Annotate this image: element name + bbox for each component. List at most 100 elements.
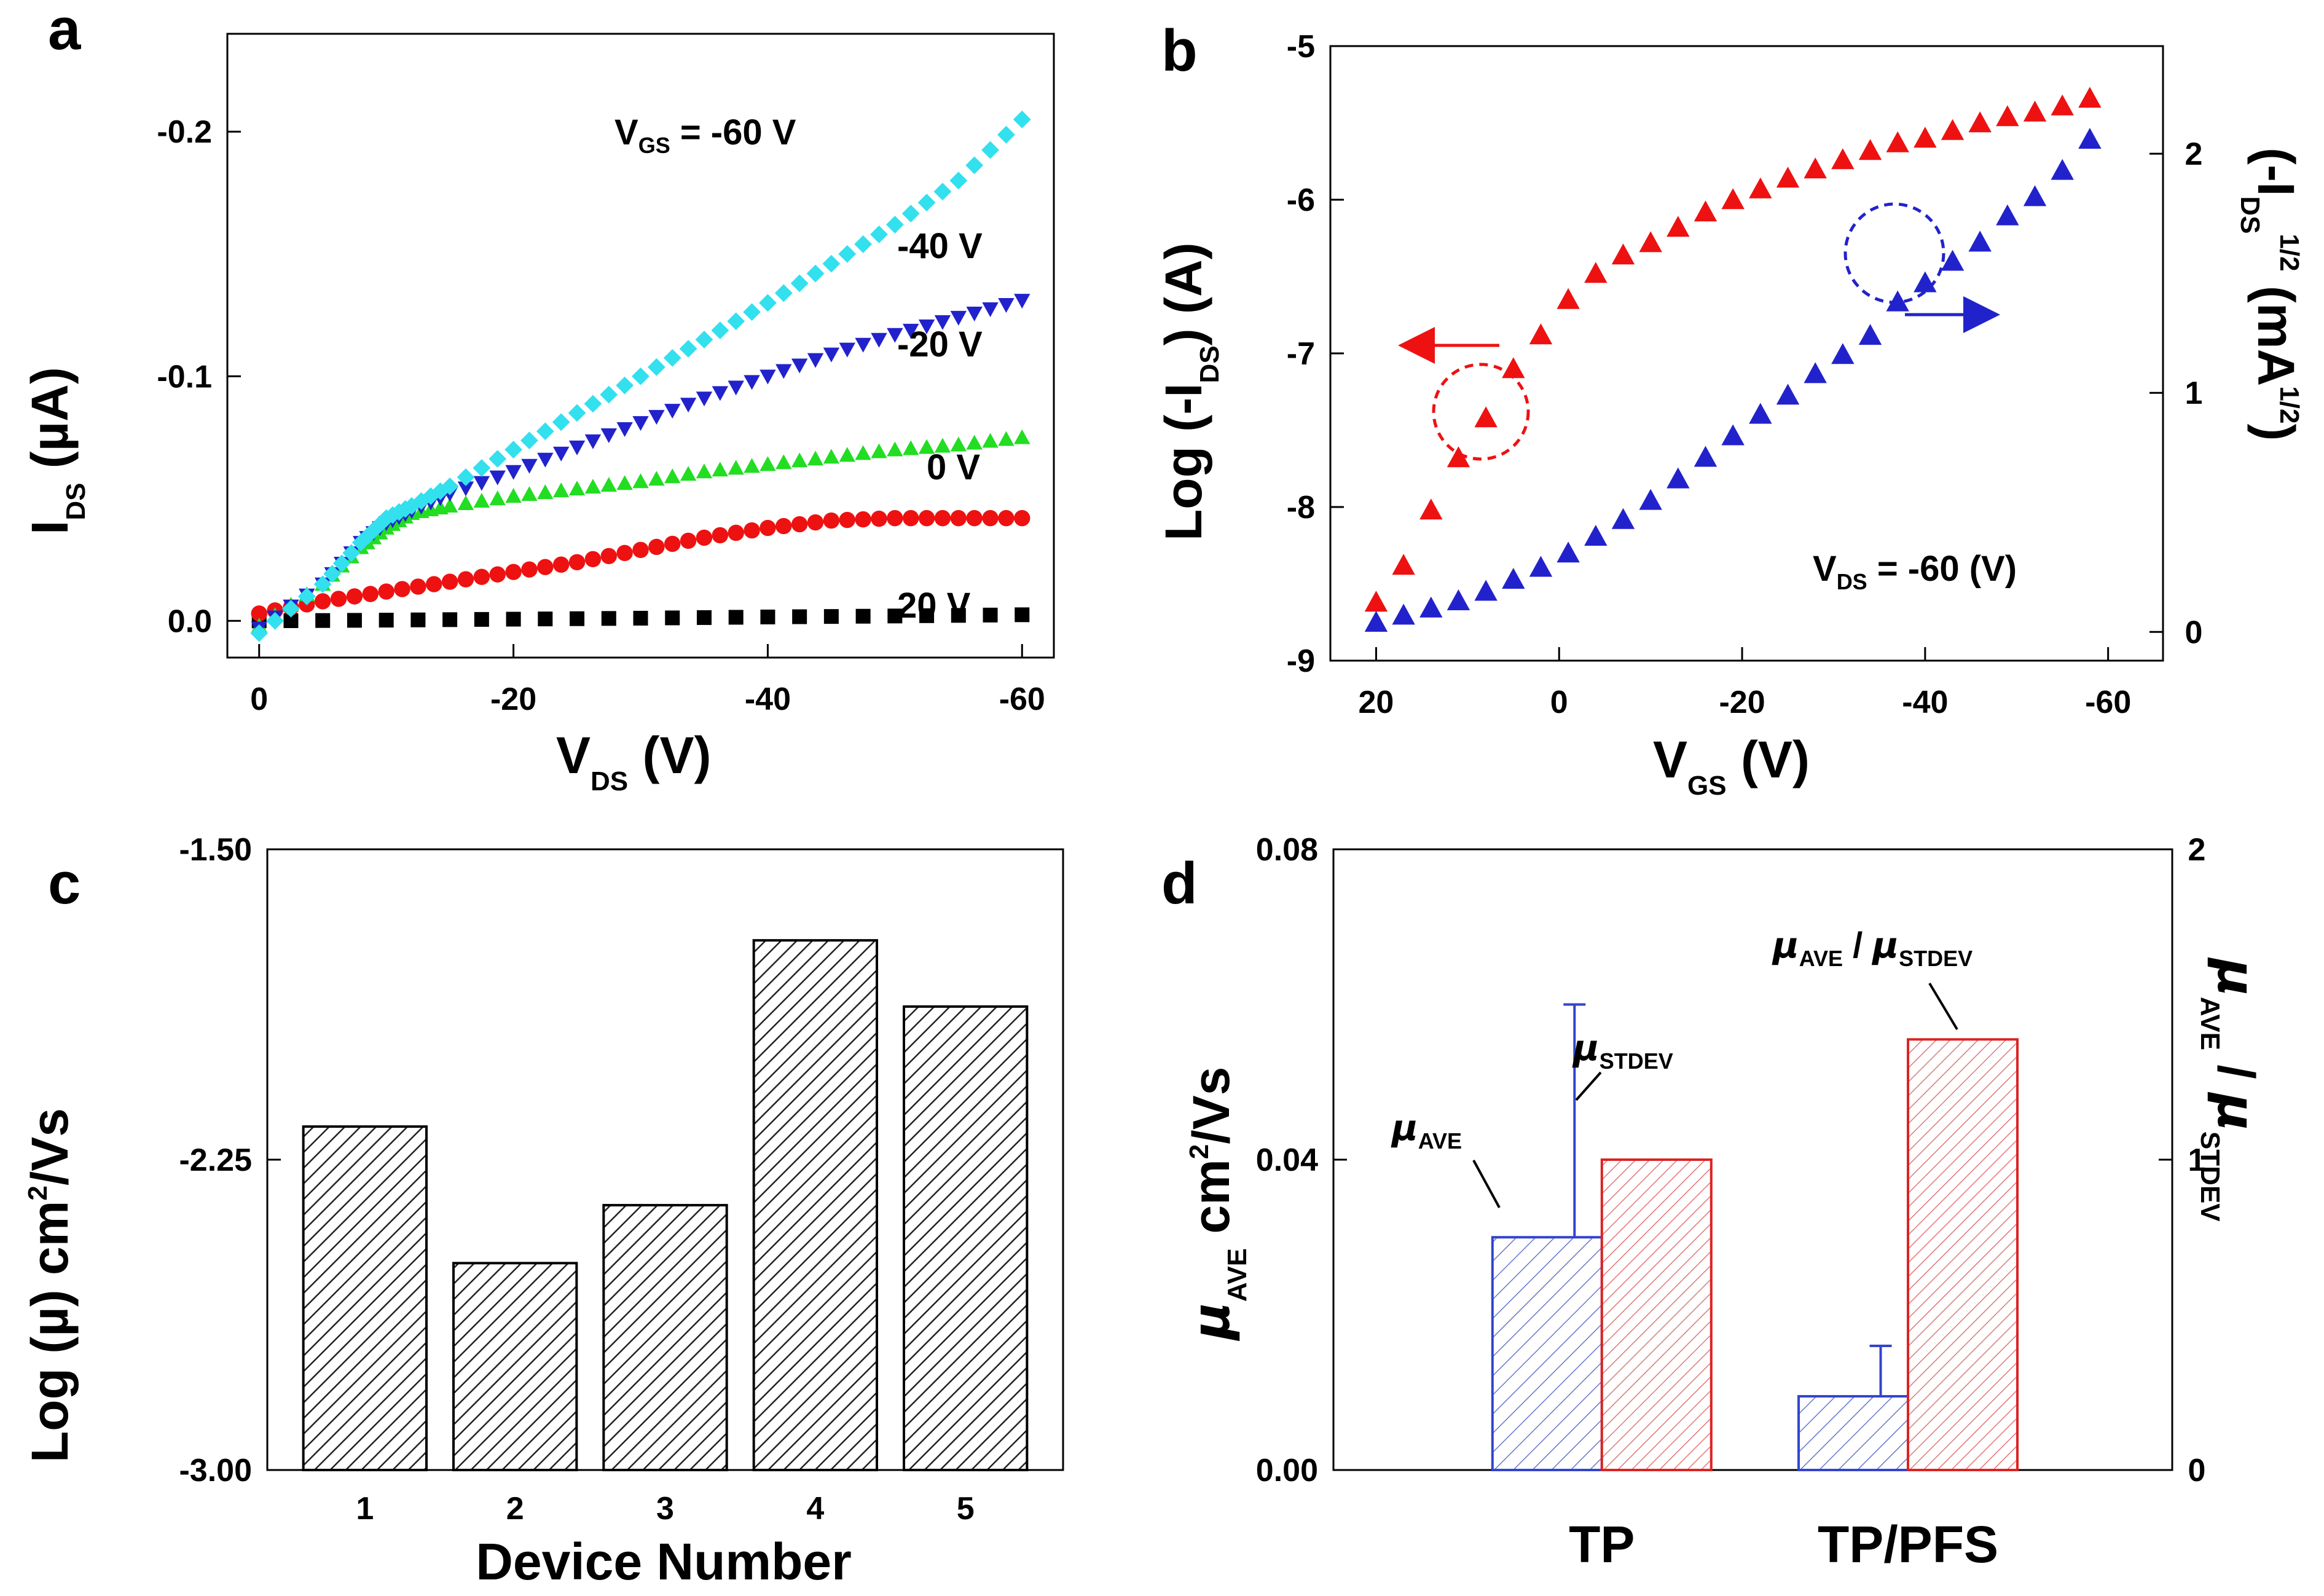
y-tick-label-left: -8 — [1287, 490, 1315, 525]
y-tick-label: 0.0 — [168, 603, 212, 639]
y-tick-label-left: 0.04 — [1256, 1142, 1318, 1178]
data-point — [775, 454, 792, 470]
data-point — [1804, 157, 1827, 179]
data-point — [441, 573, 458, 590]
data-point — [473, 459, 491, 477]
panel-b-label: b — [1161, 18, 1198, 84]
data-point — [1502, 357, 1525, 379]
data-point — [695, 331, 713, 348]
data-point — [537, 484, 554, 500]
data-point — [537, 452, 554, 468]
x-tick-label: -60 — [2085, 685, 2131, 720]
data-point — [998, 509, 1015, 527]
data-point — [552, 556, 570, 573]
data-point — [1968, 230, 1992, 252]
data-point — [1639, 489, 1662, 510]
data-point — [1694, 200, 1717, 222]
data-point — [1419, 596, 1443, 618]
category-label: TP/PFS — [1818, 1515, 1998, 1573]
data-point — [712, 386, 729, 401]
data-point — [1364, 591, 1388, 612]
data-point — [1886, 131, 1909, 152]
data-point — [792, 609, 807, 624]
x-tick-label: 5 — [957, 1491, 975, 1527]
x-tick-label: -20 — [490, 682, 536, 717]
data-point — [600, 548, 617, 565]
data-point — [950, 436, 967, 452]
y-tick-label: -1.50 — [179, 832, 252, 868]
data-point — [568, 404, 586, 422]
data-point — [933, 183, 952, 201]
data-point — [680, 532, 697, 549]
data-point — [632, 473, 649, 489]
panel-d-bars — [1491, 1003, 2019, 1471]
x-tick-label: 2 — [506, 1491, 524, 1527]
data-point — [600, 428, 617, 443]
red-dashed-circle — [1432, 363, 1530, 461]
data-point — [871, 332, 887, 348]
data-point — [680, 466, 697, 481]
data-point — [728, 380, 744, 396]
y-tick-label-right: 0 — [2185, 615, 2203, 650]
data-point — [473, 568, 490, 585]
data-point — [839, 447, 855, 462]
bar-device-4 — [752, 939, 879, 1471]
y-tick-label-right: 2 — [2188, 832, 2206, 868]
data-point — [616, 376, 634, 395]
data-point — [855, 337, 871, 353]
x-tick-label: 0 — [250, 682, 268, 717]
data-point — [918, 439, 935, 454]
data-point — [1013, 110, 1031, 128]
data-point — [441, 498, 458, 513]
data-point — [790, 274, 809, 293]
data-point — [839, 511, 855, 529]
data-point — [744, 375, 760, 390]
data-point — [823, 449, 840, 464]
panel-b-xlabel: VGS (V) — [1653, 731, 1810, 801]
data-point — [950, 509, 967, 527]
data-point — [489, 470, 506, 485]
data-point — [426, 576, 442, 592]
x-tick-label: 4 — [806, 1491, 824, 1527]
data-point — [934, 438, 951, 453]
data-point — [648, 410, 665, 425]
data-point — [839, 342, 855, 358]
data-point — [536, 422, 554, 441]
x-tick-label: -20 — [1719, 685, 1765, 720]
panel-a: a 0 -20 -40 -60 0.0 -0.1 -0.2 VGS = -60 V -40 … — [21, 0, 1055, 796]
data-point — [696, 391, 713, 407]
data-point — [982, 302, 999, 317]
data-point — [919, 608, 935, 623]
panel-b: b 20 0 -20 -40 -60 -9 -8 -7 -6 -5 0 1 2 VDS = -60 (V… — [1155, 18, 2305, 801]
data-point — [1502, 568, 1525, 589]
data-point — [505, 564, 522, 580]
data-point — [855, 445, 871, 460]
data-point — [998, 298, 1015, 313]
data-point — [1666, 216, 1690, 237]
data-point — [664, 404, 681, 419]
data-point — [1941, 119, 1965, 140]
data-point — [743, 303, 761, 321]
data-point — [1776, 167, 1800, 188]
leader-ratio — [1928, 982, 1958, 1031]
data-point — [489, 566, 506, 583]
data-point — [822, 254, 841, 273]
data-point — [346, 588, 363, 605]
data-point — [775, 364, 792, 379]
annot-mu-ave: µAVE — [1391, 1107, 1462, 1154]
bar-device-5 — [903, 1005, 1029, 1472]
bar-device-3 — [602, 1204, 728, 1471]
data-point — [584, 551, 602, 567]
panel-a-label: a — [48, 0, 81, 62]
data-point — [347, 613, 362, 628]
bar-mu-stdev-tp — [1600, 1158, 1713, 1471]
data-point — [616, 475, 633, 490]
data-point — [266, 611, 284, 630]
x-tick-label: 3 — [656, 1491, 674, 1527]
data-point — [1666, 467, 1690, 489]
data-point — [807, 514, 824, 531]
panel-a-axes: 0 -20 -40 -60 0.0 -0.1 -0.2 — [157, 114, 1045, 717]
y-tick-label-right: 2 — [2185, 136, 2203, 172]
data-point — [568, 440, 586, 455]
data-point — [854, 235, 873, 253]
